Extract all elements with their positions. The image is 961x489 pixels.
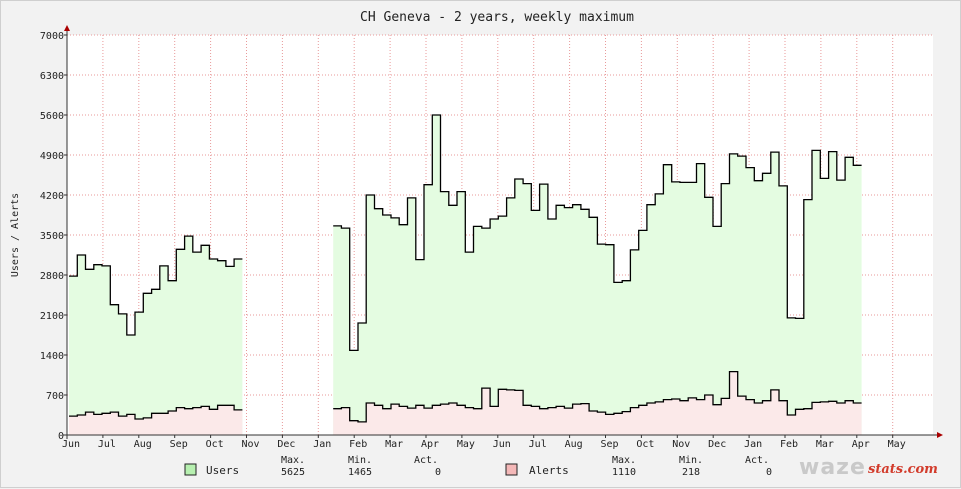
x-tick-label: Sep: [170, 439, 188, 450]
axes: [63, 25, 943, 439]
x-tick-label: Apr: [852, 439, 870, 450]
legend-label-users: Users: [206, 464, 239, 477]
series-line-alerts: [69, 404, 243, 420]
alerts-max-value: 1110: [612, 467, 636, 478]
y-tick-label: 700: [46, 391, 64, 402]
x-tick-label: Oct: [636, 439, 654, 450]
x-tick-label: Feb: [349, 439, 367, 450]
x-tick-label: Jan: [744, 439, 762, 450]
y-tick-label: 4200: [40, 191, 64, 202]
series-line-users: [333, 114, 862, 352]
x-tick-label: Apr: [421, 439, 439, 450]
users-max-value: 5625: [281, 467, 305, 478]
y-tick-label: 3500: [40, 231, 64, 242]
x-tick-label: Jan: [313, 439, 331, 450]
x-tick-label: May: [888, 439, 906, 450]
y-tick-label: 2100: [40, 311, 64, 322]
legend: Users Max. Min. Act. 5625 1465 0 Alerts …: [184, 455, 772, 478]
x-tick-label: Mar: [385, 439, 403, 450]
x-tick-label: Nov: [241, 439, 259, 450]
y-tick-label: 6300: [40, 71, 64, 82]
y-axis-label: Users / Alerts: [10, 193, 21, 277]
x-axis-arrow: [937, 432, 943, 438]
x-tick-label: May: [457, 439, 475, 450]
wazestats-logo: waze stats.com: [799, 455, 938, 480]
legend-swatch-alerts: [505, 463, 518, 476]
legend-label-alerts: Alerts: [529, 464, 569, 477]
x-tick-label: Nov: [672, 439, 690, 450]
users-min-value: 1465: [348, 467, 372, 478]
users-act-value: 0: [435, 467, 441, 478]
x-tick-label: Feb: [780, 439, 798, 450]
legend-header-act-alerts: Act.: [745, 455, 769, 466]
series-lines: [69, 114, 862, 423]
x-tick-label: Aug: [565, 439, 583, 450]
series-area-users: [69, 236, 243, 435]
x-tick-label: Mar: [816, 439, 834, 450]
x-tick-label: Dec: [708, 439, 726, 450]
alerts-act-value: 0: [766, 467, 772, 478]
x-tick-label: Jun: [62, 439, 80, 450]
x-tick-label: Dec: [277, 439, 295, 450]
chart-title: CH Geneva - 2 years, weekly maximum: [360, 10, 634, 25]
x-tick-label: Aug: [134, 439, 152, 450]
x-tick-label: Jul: [98, 439, 116, 450]
logo-waze-text: waze: [799, 455, 866, 480]
legend-header-act-users: Act.: [414, 455, 438, 466]
series-line-alerts: [333, 370, 862, 423]
logo-stats-text: stats.com: [868, 462, 938, 477]
series-line-users: [69, 235, 243, 336]
y-tick-label: 7000: [40, 31, 64, 42]
legend-swatch-users: [184, 463, 197, 476]
legend-header-min-users: Min.: [348, 455, 372, 466]
x-tick-label: Jul: [529, 439, 547, 450]
legend-header-max-alerts: Max.: [612, 455, 636, 466]
y-tick-label: 5600: [40, 111, 64, 122]
y-tick-labels: 0 700 1400 2100 2800 3500 4200 4900 5600 6300 7000: [40, 31, 64, 442]
y-tick-label: 4900: [40, 151, 64, 162]
y-tick-label: 1400: [40, 351, 64, 362]
x-tick-label: Jun: [493, 439, 511, 450]
x-tick-labels: Jun Jul Aug Sep Oct Nov Dec Jan Feb Mar Apr May Jun J…: [62, 439, 906, 450]
y-tick-label: 0: [58, 431, 64, 442]
alerts-min-value: 218: [682, 467, 700, 478]
x-tick-label: Oct: [206, 439, 224, 450]
legend-header-min-alerts: Min.: [679, 455, 703, 466]
x-tick-label: Sep: [600, 439, 618, 450]
legend-header-max-users: Max.: [281, 455, 305, 466]
y-axis-arrow: [64, 25, 70, 31]
y-tick-label: 2800: [40, 271, 64, 282]
